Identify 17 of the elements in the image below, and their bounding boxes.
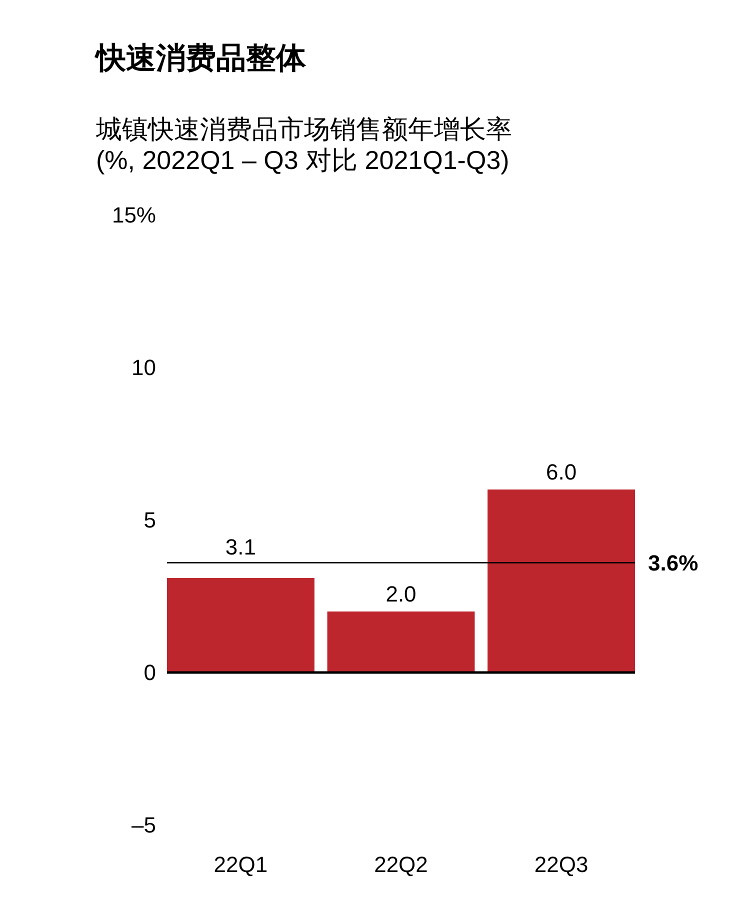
x-tick-label: 22Q1 [214,852,268,877]
ref-line-label: 3.6% [648,550,698,576]
y-tick-label: 10 [132,355,156,380]
bar [327,612,475,672]
data-label: 2.0 [386,582,416,606]
chart-subtitle: 城镇快速消费品市场销售额年增长率 (%, 2022Q1 – Q3 对比 2021Q1-Q3) [95,114,512,175]
data-label: 3.1 [225,534,256,560]
y-tick-label: 15% [112,202,156,228]
y-tick-label: 5 [144,508,156,533]
y-tick-label: –5 [132,812,156,838]
chart-title: 快速消费品整体 [94,42,307,75]
x-tick-label: 22Q3 [534,852,588,877]
y-tick-label: 0 [144,660,156,686]
bar [167,578,314,672]
bar [488,490,635,672]
data-label: 6.0 [546,460,577,484]
x-tick-label: 22Q2 [374,852,428,877]
